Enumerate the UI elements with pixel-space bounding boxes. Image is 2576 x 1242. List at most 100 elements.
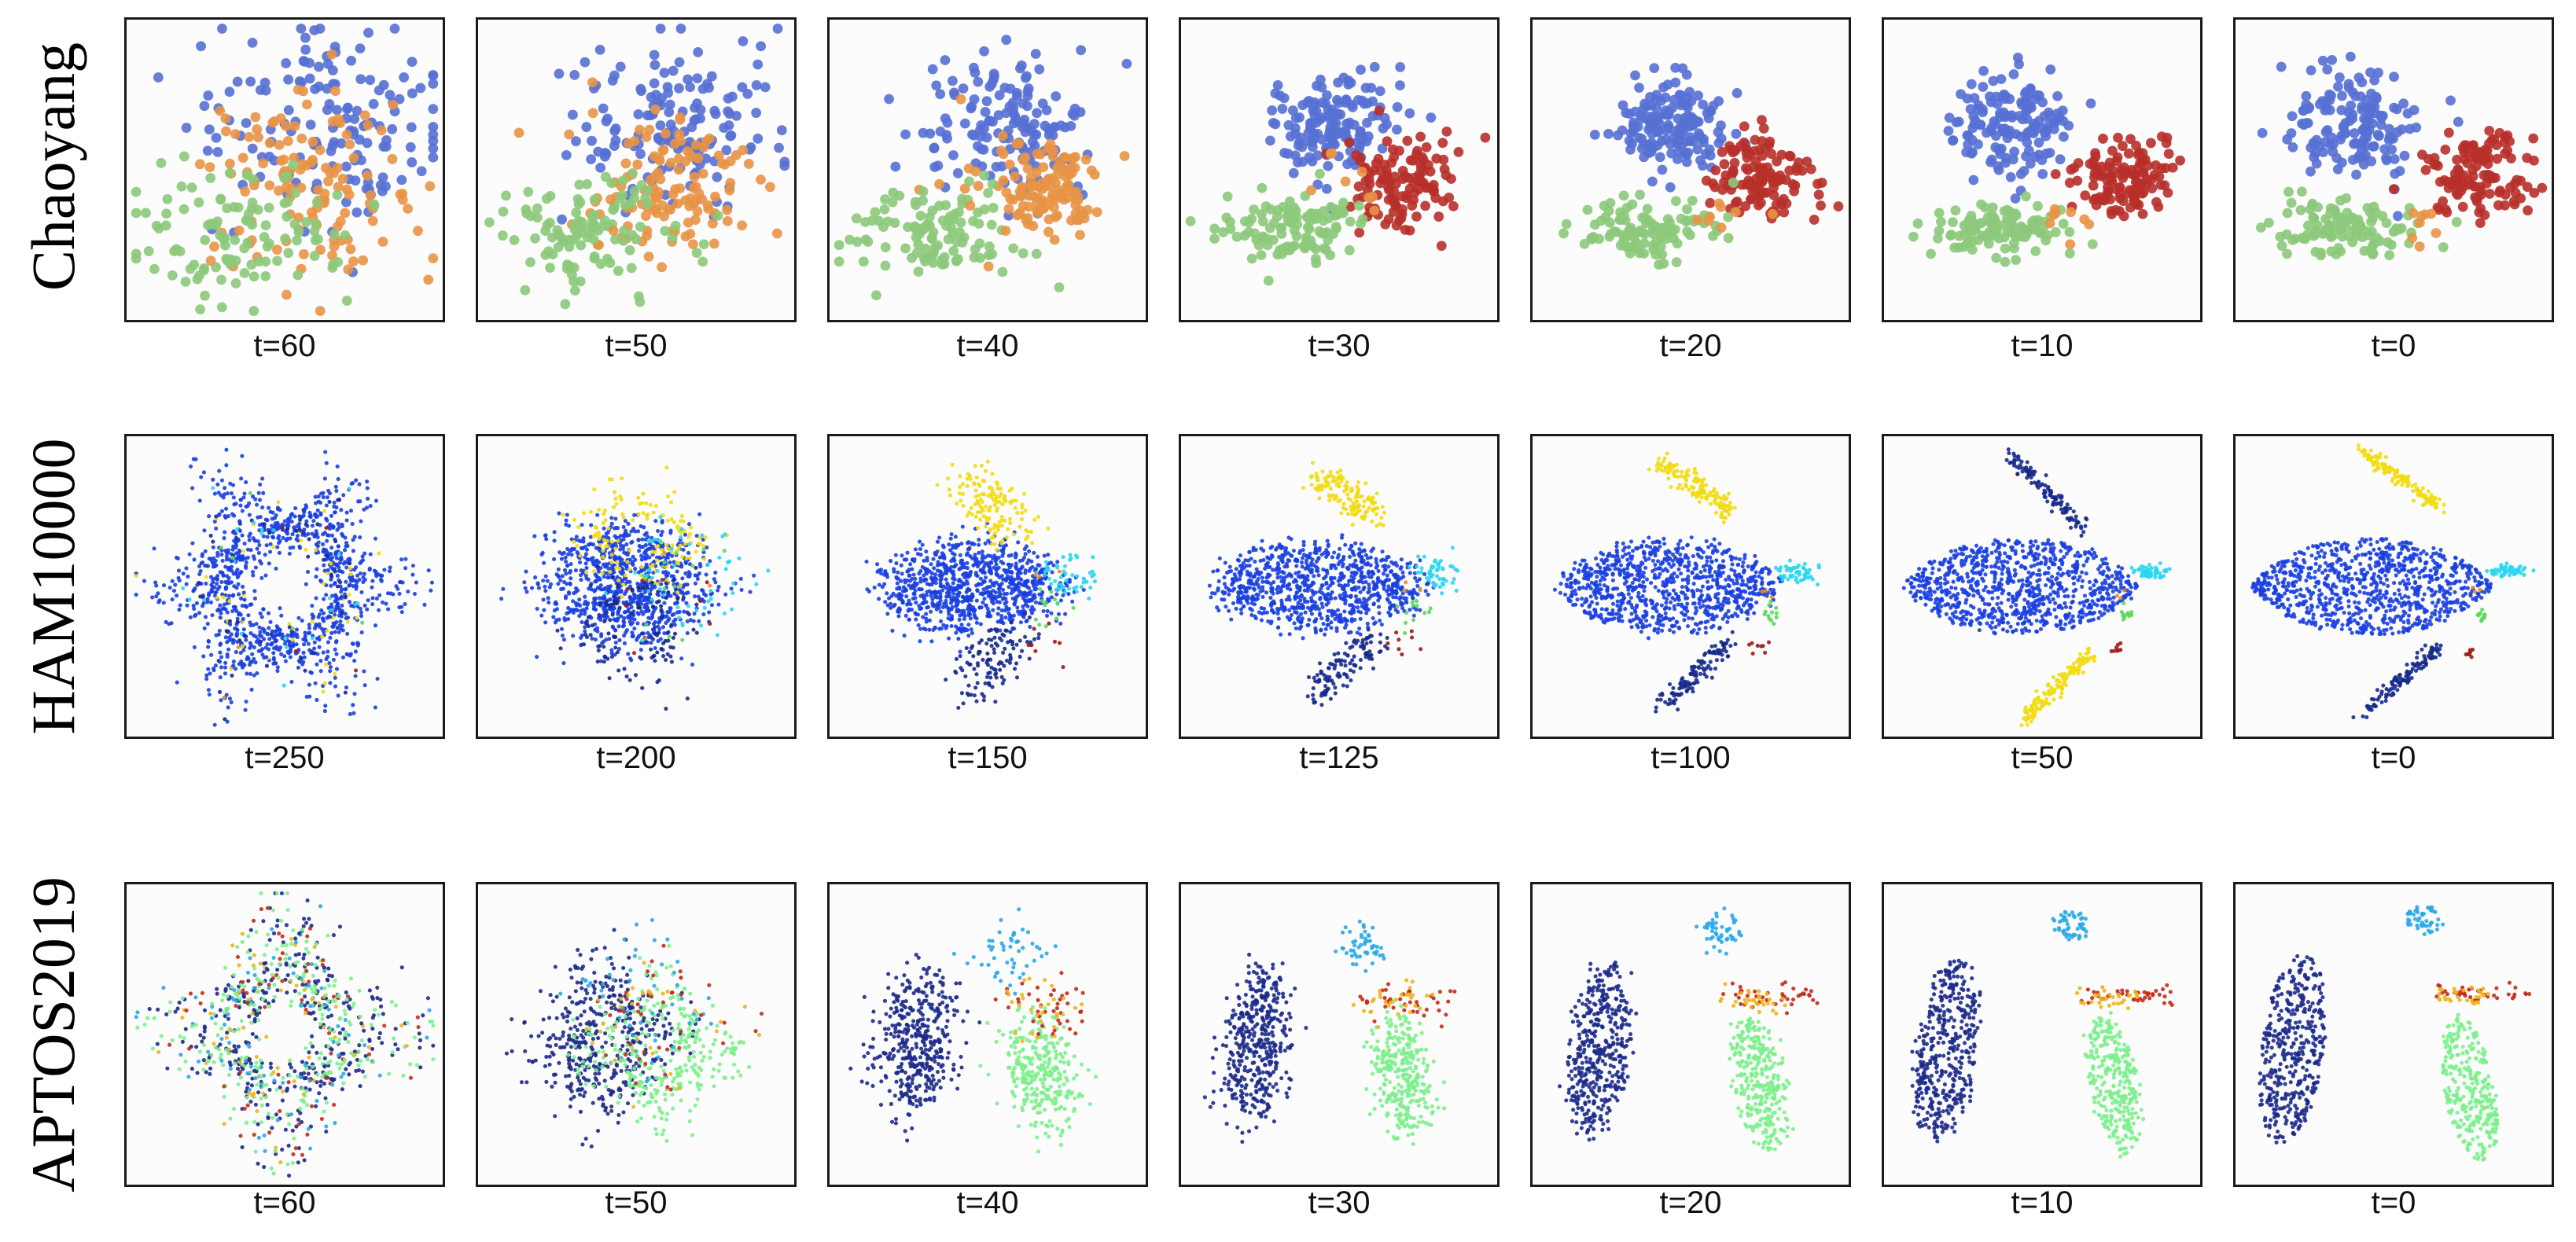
data-point xyxy=(1588,231,1599,242)
data-point xyxy=(325,615,329,620)
data-point xyxy=(259,77,270,88)
data-point xyxy=(1209,223,1220,234)
data-point xyxy=(705,545,709,549)
data-point xyxy=(241,495,246,500)
data-point xyxy=(1437,138,1448,149)
data-point xyxy=(1692,144,1703,155)
data-point xyxy=(231,663,236,668)
data-point xyxy=(2335,246,2346,257)
data-point xyxy=(223,486,227,491)
data-point xyxy=(2298,105,2309,116)
data-point xyxy=(212,147,223,157)
data-point xyxy=(553,242,564,252)
data-point xyxy=(222,492,227,497)
data-point xyxy=(2255,222,2266,233)
data-point xyxy=(701,612,706,617)
data-point xyxy=(1991,252,2002,263)
data-point xyxy=(215,586,220,591)
data-point xyxy=(181,123,192,133)
data-point xyxy=(211,564,215,569)
data-point xyxy=(268,542,273,546)
data-point xyxy=(1075,230,1085,241)
data-point xyxy=(834,256,845,267)
data-point xyxy=(1394,145,1404,156)
data-point xyxy=(1392,124,1402,135)
data-point xyxy=(234,225,245,236)
data-point xyxy=(2118,211,2129,222)
data-point xyxy=(260,256,271,267)
data-point xyxy=(153,223,164,234)
data-point xyxy=(186,574,190,579)
data-point xyxy=(2286,128,2297,138)
data-point xyxy=(201,597,207,602)
data-point xyxy=(1654,152,1665,163)
data-point xyxy=(1415,131,1426,142)
data-point xyxy=(251,623,256,627)
data-point xyxy=(582,178,592,189)
data-point xyxy=(675,569,679,574)
data-point xyxy=(206,688,211,693)
data-point xyxy=(399,72,410,83)
data-point xyxy=(1043,226,1054,237)
data-point xyxy=(2301,90,2312,101)
data-point xyxy=(362,603,367,608)
data-point xyxy=(254,639,259,644)
data-point xyxy=(646,92,657,102)
data-point xyxy=(606,526,611,531)
data-point xyxy=(524,590,529,594)
data-point xyxy=(631,562,635,567)
data-point xyxy=(225,574,230,579)
data-point xyxy=(180,276,191,287)
data-point xyxy=(344,510,349,515)
data-point xyxy=(365,496,370,501)
data-point xyxy=(2449,175,2460,186)
data-point xyxy=(713,150,724,161)
data-point xyxy=(592,596,597,601)
data-point xyxy=(588,557,593,562)
data-point xyxy=(598,659,603,663)
data-point xyxy=(170,597,175,602)
data-point xyxy=(323,176,333,187)
data-point xyxy=(240,454,245,458)
data-point xyxy=(229,491,234,496)
data-point xyxy=(948,87,959,98)
data-point xyxy=(311,219,322,229)
data-point xyxy=(772,24,783,34)
data-point xyxy=(329,564,333,570)
data-point xyxy=(918,127,929,138)
data-point xyxy=(686,550,691,556)
data-point xyxy=(564,241,575,252)
data-point xyxy=(1558,228,1569,239)
data-point xyxy=(2420,164,2431,175)
data-point xyxy=(1682,204,1692,215)
data-point xyxy=(327,250,337,261)
data-point xyxy=(666,494,671,498)
data-point xyxy=(2106,172,2117,183)
data-point xyxy=(618,569,623,574)
data-point xyxy=(256,491,261,495)
data-point xyxy=(1347,101,1358,112)
scatter-panel xyxy=(476,17,797,322)
data-point xyxy=(313,681,318,685)
data-point xyxy=(1652,140,1663,151)
data-point xyxy=(641,511,646,516)
data-point xyxy=(355,43,366,54)
data-point xyxy=(190,541,195,546)
data-point xyxy=(246,656,251,661)
data-point xyxy=(238,612,243,617)
data-point xyxy=(332,105,342,116)
data-point xyxy=(312,534,317,538)
data-point xyxy=(353,601,358,607)
data-point xyxy=(310,84,320,94)
data-point xyxy=(659,582,664,586)
data-point xyxy=(2263,217,2274,228)
data-point xyxy=(248,631,253,636)
data-point xyxy=(1990,130,2001,141)
data-point xyxy=(403,601,407,607)
data-point xyxy=(337,565,341,570)
data-point xyxy=(189,464,193,469)
data-point xyxy=(362,120,374,130)
data-point xyxy=(1253,240,1264,251)
data-point xyxy=(572,517,577,522)
data-point xyxy=(880,260,891,271)
